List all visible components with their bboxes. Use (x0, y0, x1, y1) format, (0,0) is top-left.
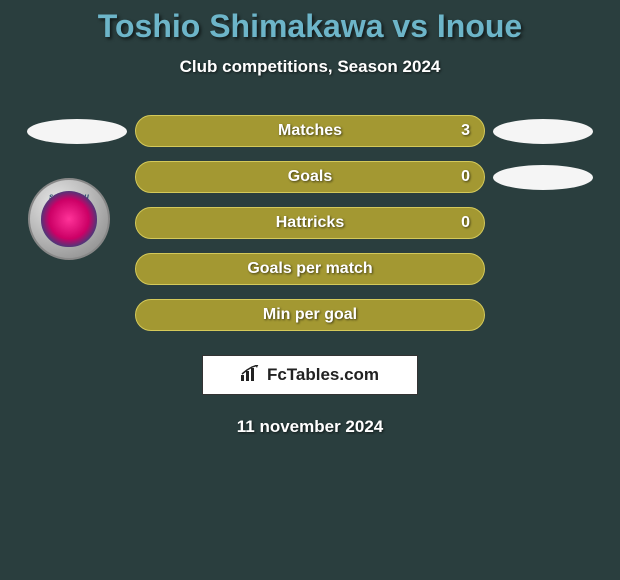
stat-pill: Min per goal (135, 299, 485, 331)
stat-row: Matches 3 (0, 115, 620, 147)
stat-label: Matches (278, 122, 342, 140)
stat-label: Hattricks (276, 214, 344, 232)
stat-pill: Goals 0 (135, 161, 485, 193)
stat-value-right: 0 (461, 168, 470, 186)
stat-value-right: 0 (461, 214, 470, 232)
attribution-text: FcTables.com (267, 365, 379, 385)
stat-row: Goals per match (0, 253, 620, 285)
chart-icon (241, 365, 261, 386)
right-player-badge (493, 165, 593, 190)
comparison-infographic: Toshio Shimakawa vs Inoue Club competiti… (0, 0, 620, 437)
page-title: Toshio Shimakawa vs Inoue (0, 8, 620, 45)
stat-pill: Hattricks 0 (135, 207, 485, 239)
date-label: 11 november 2024 (0, 417, 620, 437)
stat-pill: Goals per match (135, 253, 485, 285)
stat-pill: Matches 3 (135, 115, 485, 147)
stats-rows: Matches 3 Goals 0 Hattricks 0 Goals per match M… (0, 115, 620, 331)
stat-label: Goals per match (247, 260, 372, 278)
left-player-badge (27, 119, 127, 144)
stat-value-right: 3 (461, 122, 470, 140)
stat-row: Hattricks 0 (0, 207, 620, 239)
stat-row: Goals 0 (0, 161, 620, 193)
page-subtitle: Club competitions, Season 2024 (0, 57, 620, 77)
attribution-box: FcTables.com (202, 355, 418, 395)
stat-label: Goals (288, 168, 332, 186)
stat-row: Min per goal (0, 299, 620, 331)
right-player-badge (493, 119, 593, 144)
stat-label: Min per goal (263, 306, 357, 324)
